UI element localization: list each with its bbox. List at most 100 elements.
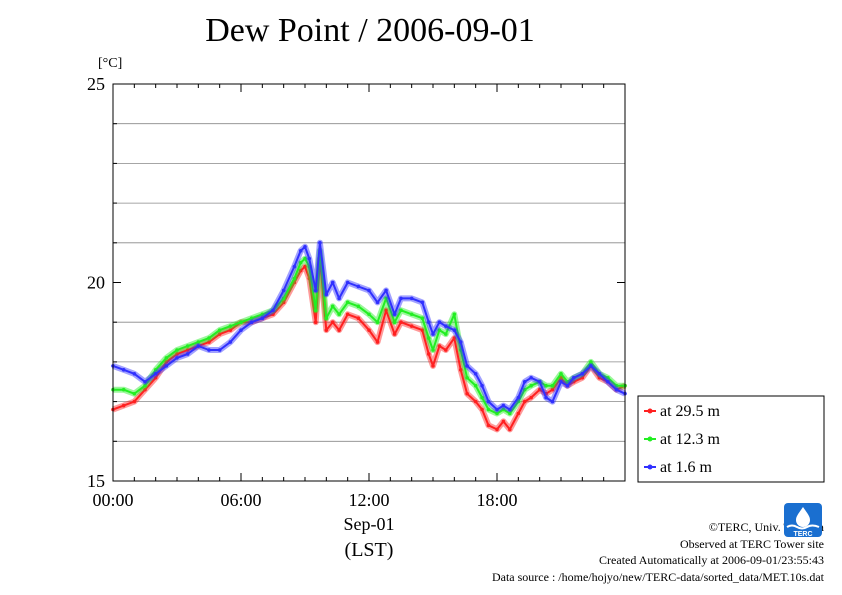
series-lines <box>111 239 627 433</box>
data-point <box>544 383 548 388</box>
data-point <box>337 328 341 332</box>
legend-marker <box>647 464 653 470</box>
data-point <box>175 348 179 352</box>
x-tick-label: 00:00 <box>92 490 133 510</box>
x-tick-label: 18:00 <box>476 490 517 510</box>
data-point <box>437 320 442 325</box>
data-point <box>271 312 275 317</box>
data-point <box>143 387 147 392</box>
data-point <box>516 395 521 400</box>
data-point <box>465 391 469 396</box>
data-point <box>473 383 478 388</box>
data-point <box>185 348 190 352</box>
data-point <box>431 348 435 352</box>
data-point <box>473 399 478 404</box>
data-point <box>298 260 303 265</box>
data-point <box>175 352 179 356</box>
data-point <box>132 399 137 404</box>
data-point <box>409 324 414 328</box>
y-tick-label: 25 <box>87 74 105 94</box>
data-point <box>559 379 563 384</box>
data-point <box>426 320 431 325</box>
data-point <box>324 328 329 332</box>
data-point <box>228 340 233 344</box>
data-point <box>153 368 158 372</box>
data-point <box>337 296 341 301</box>
data-point <box>384 288 388 293</box>
data-point <box>207 348 211 352</box>
data-point <box>196 344 201 348</box>
grid-lines <box>113 123 625 442</box>
data-point <box>559 375 563 380</box>
legend-label: at 1.6 m <box>660 459 713 476</box>
data-point <box>121 387 126 392</box>
data-point <box>324 316 329 321</box>
data-point <box>486 407 491 412</box>
data-point <box>597 375 602 380</box>
data-point <box>298 268 303 273</box>
legend-marker <box>647 408 653 414</box>
data-point <box>444 348 448 352</box>
footer-site: Observed at TERC Tower site <box>679 536 824 551</box>
data-point <box>384 296 388 301</box>
data-point <box>572 379 576 384</box>
data-point <box>522 379 527 384</box>
chart-title: Dew Point / 2006-09-01 <box>205 12 535 49</box>
legend-label: at 29.5 m <box>660 403 721 420</box>
data-point <box>529 375 533 380</box>
data-point <box>589 364 593 368</box>
data-point <box>292 264 297 269</box>
data-point <box>345 300 350 305</box>
x-tick-label: 06:00 <box>220 490 261 510</box>
data-point <box>153 375 158 380</box>
data-point <box>486 423 491 428</box>
data-point <box>292 276 297 281</box>
legend: at 29.5 m at 12.3 m at 1.6 m <box>637 395 825 483</box>
data-point <box>313 308 318 313</box>
data-point <box>572 375 576 380</box>
data-point <box>501 403 506 408</box>
footer-created: Created Automatically at 2006-09-01/23:5… <box>599 553 824 567</box>
data-point <box>345 280 350 285</box>
footer-copyright: ©TERC, Univ. Tsukuba <box>708 520 824 534</box>
data-point <box>508 411 512 416</box>
data-point <box>495 411 499 416</box>
axes: 15 20 25 00:00 06:00 12:00 18:00 Sep-01 (LST) <box>87 74 626 561</box>
data-point <box>544 395 548 400</box>
data-point <box>164 364 169 368</box>
data-point <box>392 312 397 317</box>
data-point <box>367 288 371 293</box>
legend-box <box>637 395 825 483</box>
data-point <box>444 332 448 336</box>
data-point <box>522 399 527 404</box>
data-point <box>444 324 448 328</box>
data-point <box>501 419 506 424</box>
data-point <box>420 316 425 321</box>
data-point <box>375 300 380 305</box>
data-point <box>217 348 222 352</box>
data-point <box>431 332 435 336</box>
x-axis-timezone-label: (LST) <box>345 539 394 561</box>
data-point <box>409 296 414 301</box>
data-point <box>508 427 512 432</box>
data-point <box>207 340 211 344</box>
data-point <box>271 308 275 313</box>
data-point <box>303 264 307 269</box>
data-point <box>143 383 147 388</box>
y-tick-label: 15 <box>87 471 105 491</box>
x-axis-date-label: Sep-01 <box>344 514 395 534</box>
data-point <box>260 316 265 321</box>
data-point <box>501 407 506 412</box>
data-point <box>452 336 457 340</box>
data-point <box>522 387 527 392</box>
data-point <box>260 312 265 317</box>
data-point <box>392 320 397 325</box>
data-point <box>239 320 243 325</box>
data-point <box>384 308 388 313</box>
data-point <box>529 383 533 388</box>
data-point <box>303 244 307 249</box>
data-point <box>452 328 457 332</box>
data-point <box>597 372 602 376</box>
data-point <box>452 312 457 317</box>
